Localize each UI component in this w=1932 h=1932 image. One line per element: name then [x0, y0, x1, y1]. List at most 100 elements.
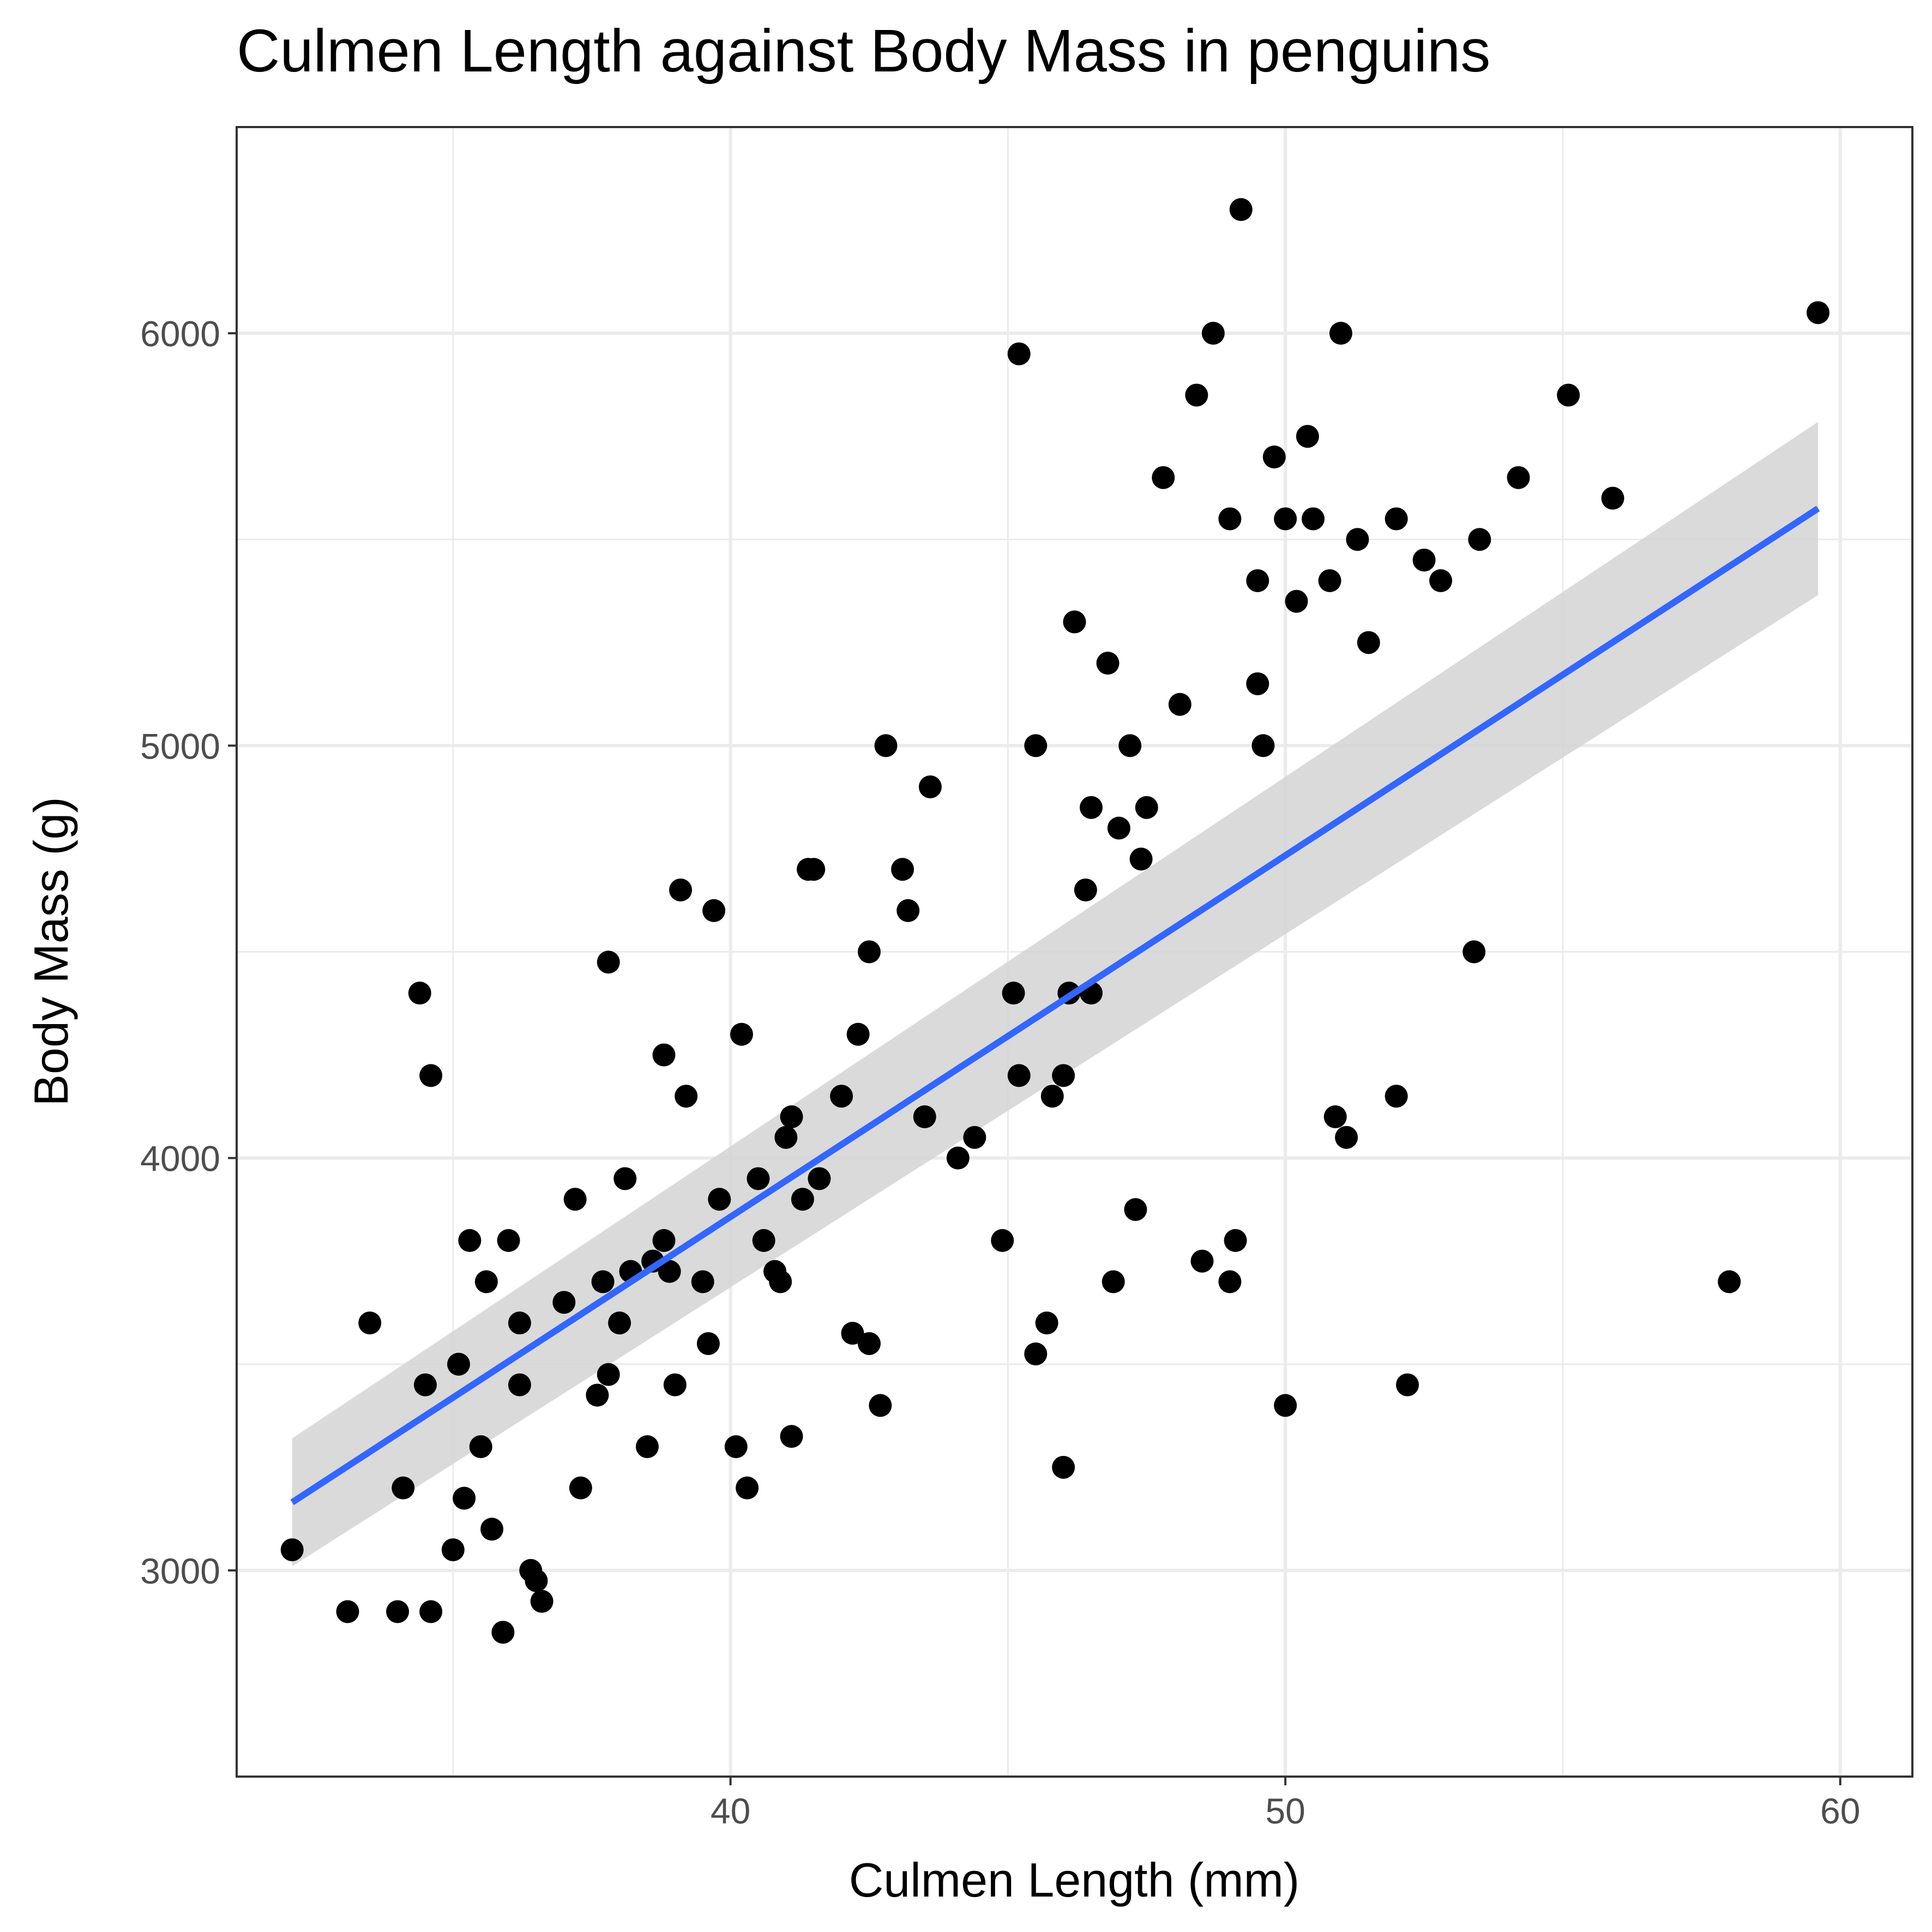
data-point — [1296, 425, 1319, 448]
data-point — [358, 1311, 382, 1335]
data-point — [1323, 1105, 1347, 1128]
data-point — [1190, 1249, 1214, 1273]
data-point — [1274, 1394, 1297, 1417]
data-point — [474, 1270, 498, 1293]
axis-ticks: 40 50 60 3000 4000 5000 6000 — [140, 314, 1860, 1831]
data-point — [702, 899, 726, 922]
data-point — [1168, 693, 1191, 716]
data-point — [1080, 796, 1103, 819]
x-tick-label: 40 — [711, 1791, 750, 1831]
data-point — [597, 950, 620, 974]
plot-border — [236, 126, 1913, 1778]
data-point — [497, 1229, 520, 1252]
data-point — [696, 1332, 720, 1355]
data-point — [1429, 569, 1453, 592]
data-point — [1040, 1085, 1064, 1108]
data-point — [392, 1476, 415, 1500]
data-point — [525, 1569, 548, 1592]
data-point — [1185, 383, 1208, 407]
data-point — [724, 1435, 748, 1458]
data-point — [1024, 1342, 1048, 1365]
data-point — [386, 1600, 410, 1623]
data-point — [1329, 322, 1352, 345]
data-point — [552, 1291, 576, 1314]
data-point — [480, 1518, 504, 1541]
data-point — [1007, 342, 1031, 365]
data-point — [802, 858, 826, 881]
data-point — [458, 1229, 482, 1252]
regression-line — [290, 505, 1820, 1506]
data-point — [991, 1229, 1014, 1252]
data-point — [669, 878, 693, 902]
data-point — [1462, 940, 1486, 964]
data-point — [1124, 1198, 1147, 1221]
data-point — [896, 899, 920, 922]
y-tick-label: 3000 — [140, 1551, 220, 1591]
data-point — [791, 1188, 814, 1211]
y-tick-label: 6000 — [140, 314, 220, 354]
data-point — [1468, 528, 1491, 551]
data-point — [1346, 528, 1369, 551]
data-point — [1285, 589, 1308, 613]
data-point — [774, 1126, 798, 1149]
data-point — [1052, 1455, 1075, 1479]
data-point — [1096, 652, 1120, 675]
data-point — [652, 1229, 676, 1252]
grid-lines — [237, 127, 1912, 1777]
data-point — [652, 1043, 676, 1067]
data-point — [1385, 507, 1408, 531]
data-point — [419, 1600, 443, 1623]
data-point — [491, 1621, 515, 1644]
data-point — [658, 1260, 681, 1283]
data-point — [508, 1311, 531, 1335]
data-point — [1318, 569, 1341, 592]
data-point — [1807, 301, 1830, 324]
data-point — [597, 1363, 620, 1386]
data-point — [1135, 796, 1158, 819]
chart-title: Culmen Length against Body Mass in pengu… — [237, 17, 1491, 85]
data-point — [1118, 734, 1142, 757]
data-point — [280, 1538, 304, 1562]
data-point — [946, 1146, 970, 1170]
data-point — [1107, 816, 1130, 840]
data-point — [1601, 486, 1624, 510]
data-point — [1074, 878, 1097, 902]
data-point — [1718, 1270, 1741, 1293]
data-point — [447, 1352, 471, 1376]
data-point — [858, 1332, 881, 1355]
data-point — [1102, 1270, 1125, 1293]
data-point — [691, 1270, 714, 1293]
data-point — [1357, 631, 1380, 654]
data-point — [846, 1022, 870, 1046]
data-point — [608, 1311, 631, 1335]
data-point — [913, 1105, 936, 1128]
data-point — [1201, 322, 1225, 345]
regression-line-layer — [290, 505, 1820, 1506]
data-point — [736, 1476, 759, 1500]
data-point — [869, 1394, 892, 1417]
data-point — [441, 1538, 465, 1562]
data-point — [1396, 1373, 1419, 1397]
data-point — [780, 1105, 803, 1128]
data-point — [1218, 1270, 1242, 1293]
data-point — [1507, 466, 1530, 489]
data-point — [613, 1167, 637, 1190]
data-point — [1274, 507, 1297, 531]
data-point — [530, 1590, 553, 1613]
data-point — [891, 858, 914, 881]
data-point — [1229, 198, 1253, 221]
data-point — [508, 1373, 531, 1397]
data-point — [841, 1322, 864, 1345]
data-point — [1251, 734, 1275, 757]
data-point — [413, 1373, 437, 1397]
y-tick-label: 4000 — [140, 1139, 220, 1179]
data-point — [830, 1085, 853, 1108]
data-point — [769, 1270, 792, 1293]
data-point — [336, 1600, 359, 1623]
data-point — [1218, 507, 1242, 531]
data-point — [675, 1085, 698, 1108]
data-point — [1035, 1311, 1058, 1335]
y-axis-title: Body Mass (g) — [24, 797, 78, 1106]
data-point — [708, 1188, 731, 1211]
